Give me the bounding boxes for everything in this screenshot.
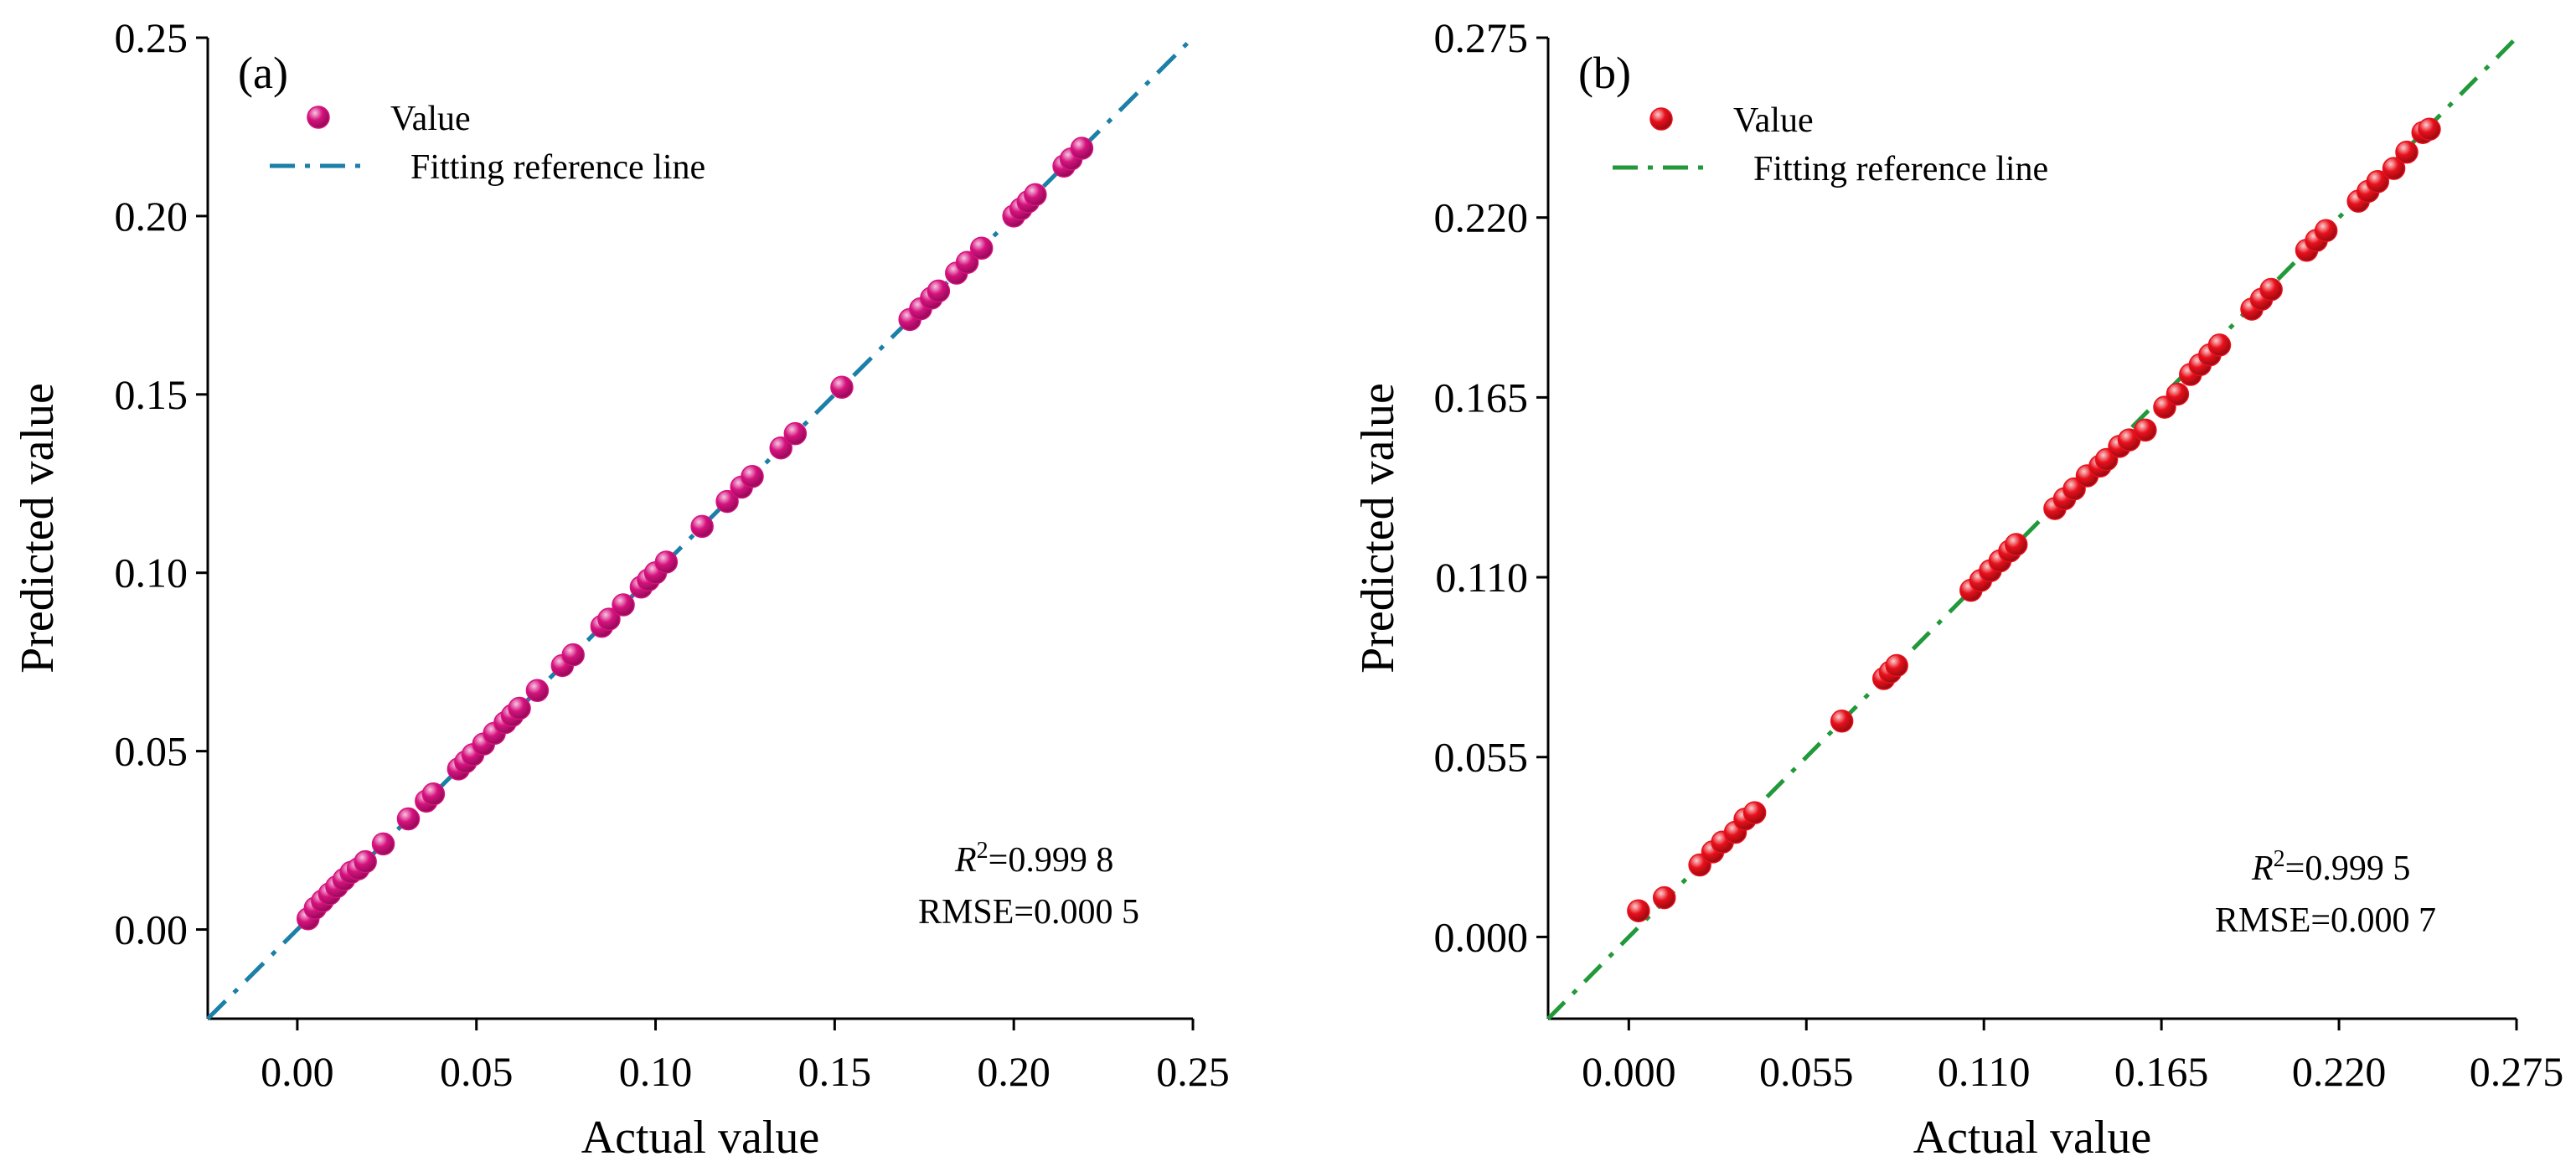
x-tick-label: 0.055 bbox=[1759, 1048, 1854, 1095]
data-point bbox=[1885, 653, 1908, 678]
data-point bbox=[955, 250, 979, 275]
data-point bbox=[396, 807, 421, 831]
rmse-annotation: RMSE=0.000 5 bbox=[918, 893, 1139, 932]
y-tick-label: 0.25 bbox=[115, 14, 188, 61]
r2-symbol: R bbox=[2251, 849, 2274, 888]
legend-marker-value bbox=[307, 106, 330, 129]
legend-label-fitting: Fitting reference line bbox=[410, 148, 705, 187]
y-tick-label: 0.110 bbox=[1435, 554, 1528, 601]
y-tick-label: 0.000 bbox=[1434, 913, 1529, 960]
data-point bbox=[2166, 382, 2190, 406]
data-point bbox=[715, 489, 739, 514]
chart-panel-a: 0.00 0.05 0.10 0.15 0.20 0.25 0.00 0.05 0.10 0.15… bbox=[12, 14, 1230, 1164]
x-tick-label: 0.10 bbox=[619, 1048, 693, 1095]
data-point bbox=[969, 236, 994, 260]
x-tick-label: 0.25 bbox=[1156, 1048, 1230, 1095]
data-point bbox=[830, 375, 854, 400]
data-point bbox=[927, 279, 951, 303]
data-point bbox=[612, 593, 635, 617]
y-tick-label: 0.10 bbox=[115, 550, 188, 596]
data-point bbox=[2395, 140, 2419, 164]
data-point bbox=[508, 696, 531, 720]
data-point bbox=[783, 421, 808, 446]
data-point bbox=[1627, 899, 1650, 922]
data-point bbox=[1024, 183, 1047, 207]
y-tick-label: 0.055 bbox=[1434, 734, 1529, 781]
data-point bbox=[654, 550, 679, 574]
data-point bbox=[525, 679, 550, 702]
data-point bbox=[2207, 333, 2232, 357]
x-tick-label: 0.20 bbox=[977, 1048, 1051, 1095]
data-point bbox=[371, 832, 395, 856]
x-axis-title: Actual value bbox=[581, 1112, 820, 1164]
r2-annotation: R2=0.999 5 bbox=[2251, 846, 2410, 888]
y-tick-label: 0.20 bbox=[115, 193, 188, 240]
r2-superscript: 2 bbox=[977, 838, 989, 864]
data-point bbox=[2314, 219, 2338, 243]
legend: Value Fitting reference line bbox=[270, 100, 705, 187]
y-tick-label: 0.05 bbox=[115, 728, 188, 775]
panel-label: (a) bbox=[238, 48, 288, 98]
data-point bbox=[1742, 801, 1767, 824]
data-point bbox=[690, 514, 714, 539]
data-point bbox=[561, 643, 585, 667]
data-point bbox=[2382, 157, 2406, 180]
data-point bbox=[2418, 117, 2441, 142]
data-point bbox=[2134, 418, 2157, 442]
r2-value: =0.999 8 bbox=[989, 841, 1114, 880]
r2-superscript: 2 bbox=[2274, 846, 2285, 872]
data-point bbox=[2366, 169, 2390, 194]
data-point bbox=[1070, 137, 1094, 160]
r2-value: =0.999 5 bbox=[2285, 849, 2411, 888]
x-tick-label: 0.275 bbox=[2470, 1048, 2564, 1095]
legend-label-fitting: Fitting reference line bbox=[1753, 150, 2048, 188]
x-tick-label: 0.165 bbox=[2114, 1048, 2209, 1095]
data-point bbox=[1830, 710, 1854, 733]
x-axis-title: Actual value bbox=[1913, 1112, 2152, 1164]
data-point bbox=[741, 465, 764, 488]
data-point bbox=[597, 607, 621, 631]
legend-marker-value bbox=[1649, 107, 1673, 131]
x-tick-label: 0.220 bbox=[2292, 1048, 2387, 1095]
legend-label-value: Value bbox=[390, 100, 471, 138]
y-tick-label: 0.165 bbox=[1434, 374, 1529, 421]
x-tick-label: 0.15 bbox=[798, 1048, 872, 1095]
x-tick-label: 0.110 bbox=[1938, 1048, 2031, 1095]
rmse-annotation: RMSE=0.000 7 bbox=[2215, 901, 2436, 940]
y-axis-title: Predicted value bbox=[1352, 383, 1404, 674]
data-point bbox=[769, 436, 792, 460]
x-tick-label: 0.000 bbox=[1582, 1048, 1676, 1095]
data-point bbox=[2259, 277, 2283, 302]
legend: Value Fitting reference line bbox=[1613, 101, 2048, 188]
r2-annotation: R2=0.999 8 bbox=[954, 838, 1113, 880]
x-tick-label: 0.00 bbox=[261, 1048, 334, 1095]
y-axis-title: Predicted value bbox=[12, 383, 64, 674]
r2-symbol: R bbox=[954, 841, 977, 880]
panel-label: (b) bbox=[1578, 48, 1631, 98]
y-tick-label: 0.275 bbox=[1434, 14, 1529, 61]
data-point bbox=[2004, 533, 2028, 556]
chart-panel-b: 0.000 0.055 0.110 0.165 0.220 0.275 0.000 0.055… bbox=[1352, 14, 2563, 1164]
y-tick-label: 0.00 bbox=[115, 906, 188, 953]
data-point bbox=[421, 782, 446, 806]
data-point bbox=[1652, 885, 1676, 910]
legend-label-value: Value bbox=[1733, 101, 1814, 140]
y-tick-label: 0.15 bbox=[115, 371, 188, 418]
data-point bbox=[354, 849, 377, 874]
y-tick-label: 0.220 bbox=[1434, 194, 1529, 241]
x-tick-label: 0.05 bbox=[440, 1048, 514, 1095]
